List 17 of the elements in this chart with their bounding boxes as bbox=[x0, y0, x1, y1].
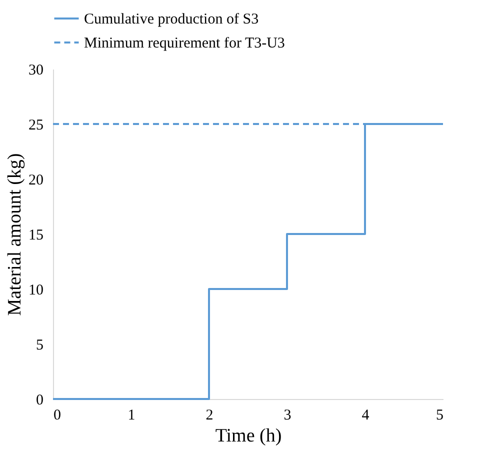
x-tick-label: 5 bbox=[436, 408, 444, 424]
x-tick-label: 2 bbox=[206, 408, 214, 424]
legend-label: Minimum requirement for T3-U3 bbox=[84, 36, 285, 52]
y-tick-label: 30 bbox=[28, 62, 44, 78]
x-tick-label: 4 bbox=[362, 408, 370, 424]
y-tick-label: 25 bbox=[28, 118, 44, 134]
y-tick-label: 0 bbox=[36, 392, 44, 408]
y-tick-label: 5 bbox=[36, 338, 44, 354]
x-tick-label: 3 bbox=[284, 408, 292, 424]
legend-label: Cumulative production of S3 bbox=[84, 12, 259, 28]
x-tick-label: 0 bbox=[54, 408, 61, 424]
x-tick-label: 1 bbox=[128, 408, 136, 424]
y-axis-title: Material amount (kg) bbox=[4, 153, 26, 316]
x-axis-title: Time (h) bbox=[215, 426, 282, 446]
y-tick-label: 10 bbox=[28, 282, 44, 298]
y-tick-label: 20 bbox=[28, 172, 44, 188]
y-tick-label: 15 bbox=[28, 228, 44, 244]
